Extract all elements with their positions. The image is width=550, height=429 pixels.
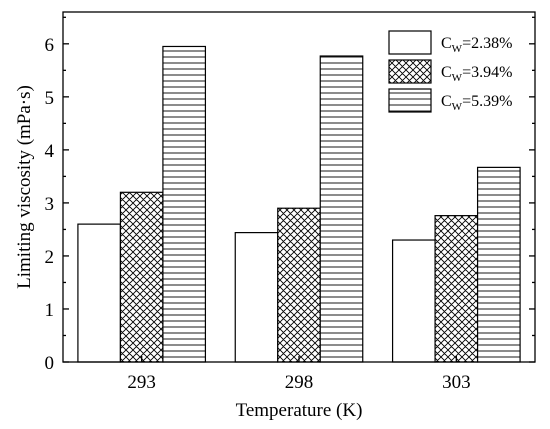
bar-298-series-2 xyxy=(277,207,321,363)
legend-swatch-1 xyxy=(388,30,432,55)
legend-swatch-2 xyxy=(388,59,432,84)
bar-293-series-3 xyxy=(162,45,207,363)
bar-303-series-1 xyxy=(391,239,436,363)
y-axis-label: Limiting viscosity (mPa·s) xyxy=(14,85,35,289)
x-tick-label: 298 xyxy=(285,372,314,393)
y-tick-label: 4 xyxy=(45,141,55,162)
y-tick-label: 1 xyxy=(45,300,55,321)
ticks-layer: 0 1 2 3 4 5 6 293 298 303 xyxy=(45,16,535,393)
y-tick-label: 3 xyxy=(45,194,55,215)
legend-label-1: CW=2.38% xyxy=(441,35,512,55)
bars-layer xyxy=(77,45,521,363)
plot-frame xyxy=(62,11,536,363)
legend: CW=2.38% CW=3.94% CW=5.39% xyxy=(388,30,512,113)
bar-293-series-2 xyxy=(119,191,164,363)
y-tick-label: 2 xyxy=(45,247,55,268)
bar-303-series-2 xyxy=(434,215,479,363)
legend-label-2: CW=3.94% xyxy=(441,64,512,84)
x-tick-label: 293 xyxy=(127,372,156,393)
x-axis-label: Temperature (K) xyxy=(236,400,363,421)
bar-293-series-1 xyxy=(77,223,122,363)
bar-303-series-3 xyxy=(476,166,521,363)
legend-label-3: CW=5.39% xyxy=(441,93,512,113)
legend-swatch-3 xyxy=(388,88,432,113)
bar-298-series-1 xyxy=(234,232,279,363)
bar-298-series-3 xyxy=(319,55,364,363)
x-tick-label: 303 xyxy=(442,372,471,393)
y-tick-label: 6 xyxy=(45,35,55,56)
y-tick-label: 0 xyxy=(45,353,55,374)
y-tick-label: 5 xyxy=(45,88,55,109)
